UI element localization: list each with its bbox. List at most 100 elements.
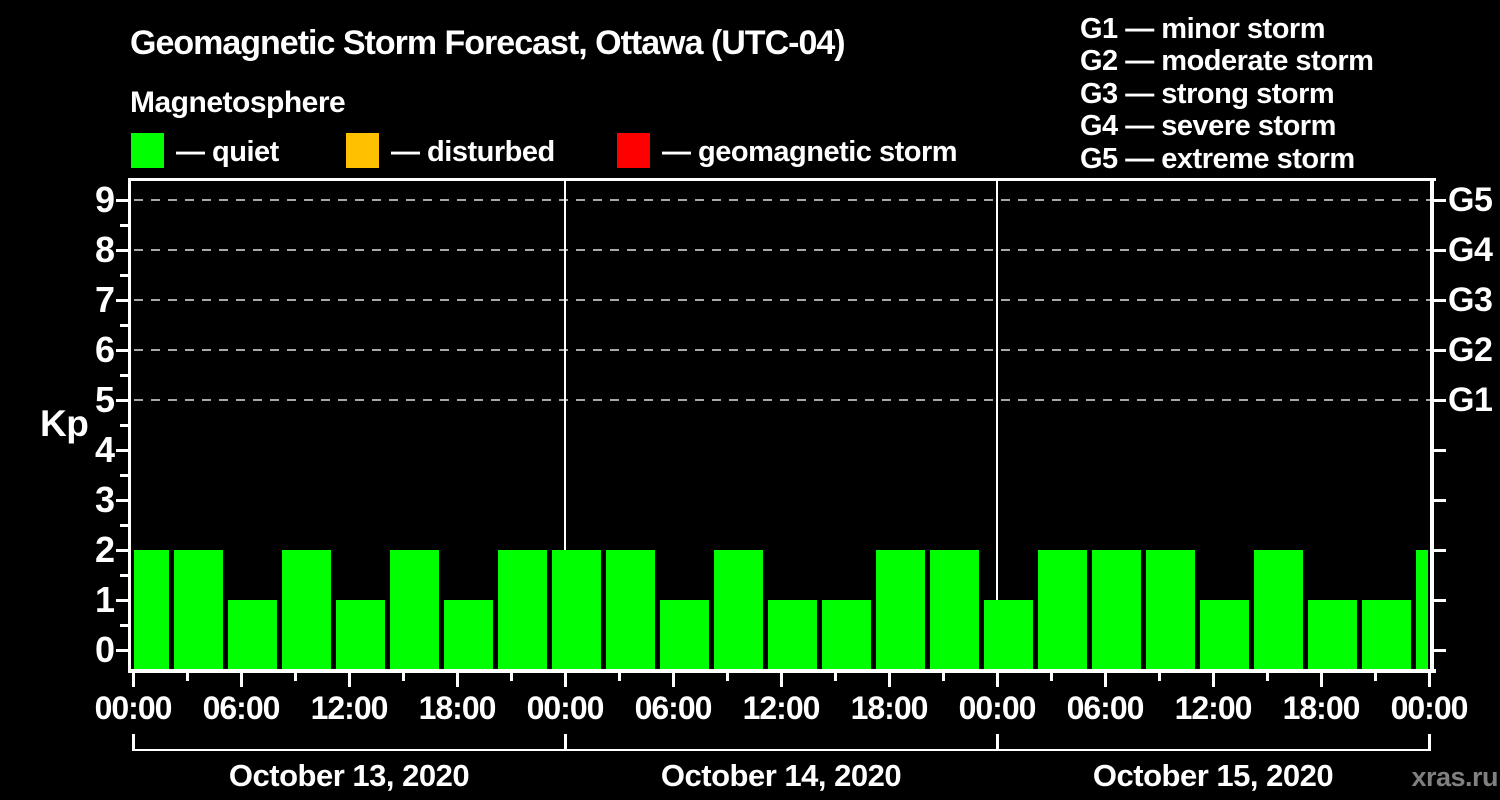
time-label: 06:00 [1066,690,1145,726]
y-right-tick [1434,349,1446,352]
time-label: 00:00 [94,690,173,726]
y-major-tick [116,299,128,302]
legend-swatch-disturbed [346,133,379,168]
y-right-tick [1434,249,1446,252]
time-label: 00:00 [958,690,1037,726]
gridline-kp7 [134,299,1430,301]
kp-bar [1254,550,1303,669]
axis-left [128,178,131,673]
x-major-tick [1104,673,1107,687]
y-tick-label: 4 [94,429,115,470]
kp-bar [876,550,925,669]
y-major-tick [116,399,128,402]
y-right-tick [1434,449,1446,452]
x-major-tick [888,673,891,687]
kp-bar [336,600,385,669]
kp-bar [1416,550,1428,669]
axis-bottom [128,669,1436,673]
y-tick-label: 0 [94,629,115,670]
g-legend-line: G3 — strong storm [1080,77,1335,110]
kp-bar [1092,550,1141,669]
x-major-tick [1212,673,1215,687]
y-tick-label: 3 [94,479,115,520]
time-label: 00:00 [526,690,605,726]
x-minor-tick [510,673,513,681]
day-divider [996,181,998,669]
kp-bar [1200,600,1249,669]
time-label: 18:00 [850,690,929,726]
day-divider [564,181,566,669]
y-major-tick [116,449,128,452]
x-minor-tick [726,673,729,681]
y-minor-tick [120,524,128,527]
x-major-tick [780,673,783,687]
x-minor-tick [1266,673,1269,681]
y-minor-tick [120,474,128,477]
legend-label: — geomagnetic storm [662,136,958,168]
date-label: October 15, 2020 [1092,758,1334,793]
g-legend-line: G2 — moderate storm [1080,45,1374,78]
y-major-tick [116,349,128,352]
y-right-tick [1434,399,1446,402]
y-minor-tick [120,424,128,427]
kp-bar [228,600,277,669]
x-major-tick [132,673,135,687]
x-major-tick [456,673,459,687]
date-bracket-tick [564,734,567,751]
x-major-tick [996,673,999,687]
axis-top [128,178,1436,181]
x-minor-tick [834,673,837,681]
y-major-tick [116,199,128,202]
x-minor-tick [1050,673,1053,681]
kp-bar [606,550,655,669]
kp-bar [390,550,439,669]
kp-bar [552,550,601,669]
x-minor-tick [186,673,189,681]
kp-bar [984,600,1033,669]
y-right-tick [1434,299,1446,302]
time-label: 00:00 [1390,690,1469,726]
x-major-tick [672,673,675,687]
y-minor-tick [120,224,128,227]
legend-swatch-quiet [131,133,164,168]
g-legend-line: G1 — minor storm [1080,13,1326,45]
time-label: 18:00 [1282,690,1361,726]
x-minor-tick [942,673,945,681]
kp-bar [444,600,493,669]
y-minor-tick [120,324,128,327]
y-minor-tick [120,624,128,627]
kp-bar [930,550,979,669]
y-axis-title: Kp [40,403,89,444]
y-tick-label: 5 [94,379,115,420]
legend-label: — quiet [176,136,279,168]
kp-bar [822,600,871,669]
g-level-label-g2: G2 [1448,331,1493,369]
date-bracket-tick [996,734,999,751]
time-label: 06:00 [634,690,713,726]
date-bracket-line [133,749,1431,751]
kp-bar [1038,550,1087,669]
y-major-tick [116,549,128,552]
gridline-kp8 [134,249,1430,251]
x-minor-tick [1158,673,1161,681]
x-major-tick [1428,673,1431,687]
y-tick-label: 1 [94,579,115,620]
date-bracket-tick [1428,734,1431,751]
date-bracket-tick [132,734,135,751]
y-major-tick [116,649,128,652]
time-label: 12:00 [310,690,389,726]
y-tick-label: 8 [94,229,115,270]
y-right-tick [1434,199,1446,202]
date-label: October 14, 2020 [660,758,902,793]
y-right-tick [1434,499,1446,502]
kp-bar [1362,600,1411,669]
kp-bar [282,550,331,669]
y-major-tick [116,249,128,252]
kp-bar [1146,550,1195,669]
axis-right [1430,178,1434,673]
x-major-tick [240,673,243,687]
y-tick-label: 9 [94,179,115,220]
x-major-tick [564,673,567,687]
g-level-label-g1: G1 [1448,381,1493,419]
